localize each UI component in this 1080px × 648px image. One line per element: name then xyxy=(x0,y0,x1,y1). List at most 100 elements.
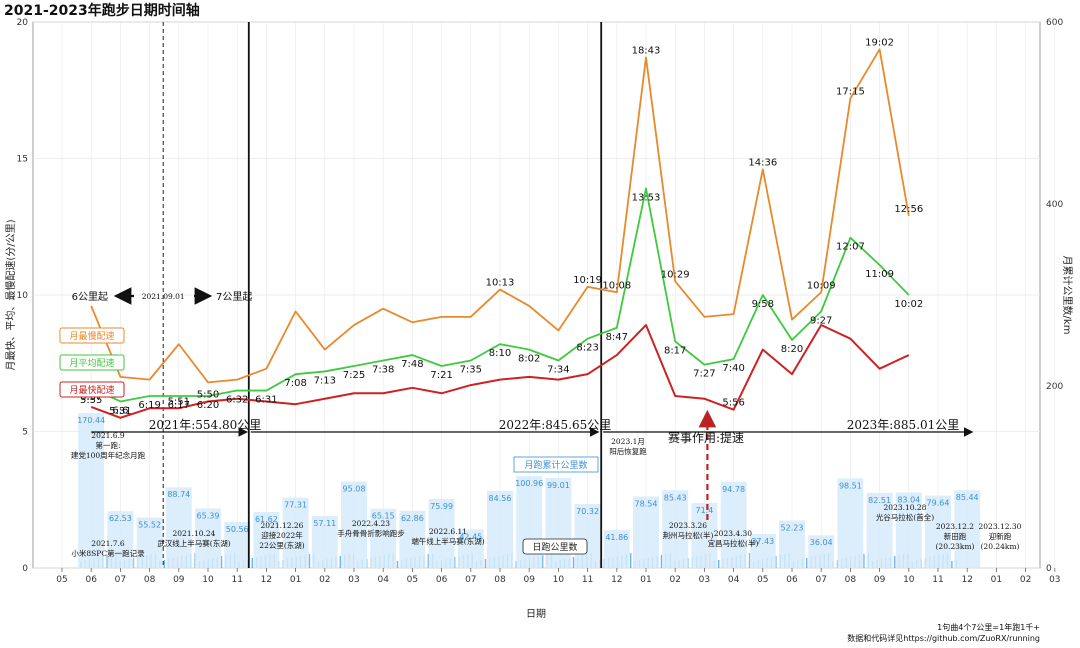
x-tick-label: 08 xyxy=(845,575,857,585)
pace-point-label: 10:09 xyxy=(807,280,836,291)
event-annotation: 2023.12.2 xyxy=(936,522,974,531)
event-annotation: 阳后恢复跑 xyxy=(609,446,647,456)
monthly-km-bar xyxy=(457,529,484,568)
daily-km-bar xyxy=(339,556,341,568)
monthly-km-label: 62.53 xyxy=(109,514,132,523)
daily-km-bar xyxy=(660,555,663,568)
pace-point-label: 6:20 xyxy=(197,400,219,411)
pace-point-label: 5:31 xyxy=(109,406,131,417)
x-tick-label: 08 xyxy=(494,575,506,585)
y-right-tick-label: 0 xyxy=(1046,564,1052,574)
monthly-km-bar xyxy=(428,498,455,568)
chart-title: 2021-2023年跑步日期时间轴 xyxy=(4,2,200,19)
monthly-km-label: 36.04 xyxy=(810,538,833,547)
pace-point-label: 7:08 xyxy=(284,378,306,389)
x-tick-label: 05 xyxy=(757,575,768,585)
monthly-km-bar xyxy=(895,492,922,568)
x-tick-label: 01 xyxy=(991,575,1002,585)
event-annotation: 2022.6.11 xyxy=(429,527,467,536)
legend-box-daily xyxy=(522,538,588,555)
daily-km-bar xyxy=(484,559,487,568)
pace-point-label: 6:6 xyxy=(112,405,128,416)
monthly-km-bar xyxy=(779,520,805,568)
event-annotation: 迎新跑 xyxy=(989,531,1012,541)
legend-box xyxy=(59,354,125,371)
x-tick-label: 10 xyxy=(553,575,565,585)
monthly-km-label: 62.86 xyxy=(401,514,424,523)
pace-point-label: 6:19 xyxy=(138,400,160,411)
event-annotation: 2023.3.26 xyxy=(669,521,707,530)
x-tick-label: 11 xyxy=(231,575,242,585)
event-annotation: 武汉线上半马赛(东湖) xyxy=(157,538,230,548)
pace-point-label: 13:53 xyxy=(632,193,661,204)
event-annotation: 新田跑 xyxy=(944,531,967,541)
daily-km-bar xyxy=(775,556,777,568)
event-annotation: 迎接2022年 xyxy=(261,530,303,540)
daily-km-bar xyxy=(572,557,575,568)
pace-point-label: 17:15 xyxy=(836,86,865,97)
monthly-km-bar xyxy=(662,490,689,568)
x-tick-label: 12 xyxy=(961,575,972,585)
pace-point-label: 11:09 xyxy=(865,269,894,280)
pace-point-label: 5:55 xyxy=(80,395,102,406)
monthly-km-label: 57.11 xyxy=(313,519,336,528)
x-tick-label: 05 xyxy=(407,575,418,585)
pace-point-label: 10:02 xyxy=(894,299,923,310)
event-annotation: 2023.4.30 xyxy=(714,529,752,538)
daily-km-bar xyxy=(132,558,135,568)
pace-point-label: 12:56 xyxy=(894,204,923,215)
y-left-tick-label: 0 xyxy=(22,564,28,574)
x-tick-label: 05 xyxy=(56,575,67,585)
series-line xyxy=(90,187,910,403)
pace-point-label: 7:21 xyxy=(430,370,452,381)
event-annotation: 第一跑: xyxy=(95,440,120,450)
event-annotation: 2021.10.24 xyxy=(173,529,216,538)
monthly-km-bar xyxy=(545,477,572,568)
monthly-km-bar xyxy=(603,529,630,568)
monthly-km-label: 100.96 xyxy=(515,479,543,488)
pace-point-label: 9:58 xyxy=(752,299,774,310)
x-tick-label: 11 xyxy=(932,575,943,585)
x-tick-label: 07 xyxy=(465,575,476,585)
pace-point-label: 18:43 xyxy=(632,45,661,56)
y-left-axis-title: 月最快、平均、最慢配速(分/公里) xyxy=(5,219,17,370)
y-left-tick-label: 10 xyxy=(17,291,29,301)
pace-point-label: 6:17 xyxy=(168,400,190,411)
left-distance-label: 6公里起 xyxy=(72,291,108,303)
event-annotation: 2021.6.9 xyxy=(91,431,125,440)
pace-point-label: 7:25 xyxy=(343,370,365,381)
x-tick-label: 12 xyxy=(261,575,272,585)
x-tick-label: 09 xyxy=(523,575,535,585)
event-annotation: 2023.10.28 xyxy=(884,503,927,512)
daily-km-bar xyxy=(163,560,165,568)
monthly-km-bar xyxy=(633,496,659,568)
pace-point-label: 5:51 xyxy=(168,396,190,407)
monthly-km-label: 61.62 xyxy=(255,515,278,524)
year-total-2021: 2021年:554.80公里 xyxy=(149,418,262,432)
pace-point-label: 7:27 xyxy=(693,369,715,380)
event-annotation: 2022.4.23 xyxy=(352,519,390,528)
series-line xyxy=(90,324,910,419)
x-tick-label: 04 xyxy=(377,575,389,585)
daily-km-bar xyxy=(748,553,751,568)
event-annotation: 2023.12.30 xyxy=(979,522,1022,531)
x-axis-title: 日期 xyxy=(526,608,546,620)
daily-km-bar xyxy=(630,553,632,568)
monthly-km-label: 79.64 xyxy=(927,499,950,508)
event-annotation: 建党100周年纪念月跑 xyxy=(71,450,146,460)
footer-line-1: 1句曲4个7公里=1年跑1千+ xyxy=(937,622,1040,632)
pace-point-label: 19:02 xyxy=(865,37,894,48)
event-annotation: 端午线上半马赛(东湖) xyxy=(411,536,484,546)
daily-km-bar xyxy=(396,561,399,568)
x-tick-label: 02 xyxy=(1020,575,1031,585)
x-tick-label: 02 xyxy=(319,575,330,585)
monthly-km-bar xyxy=(107,511,134,568)
pace-point-label: 10:13 xyxy=(486,278,515,289)
daily-km-bar xyxy=(806,558,808,568)
monthly-km-bar xyxy=(749,533,776,568)
monthly-km-label: 99.01 xyxy=(547,481,570,490)
monthly-km-bar xyxy=(487,491,513,568)
pace-point-label: 10:19 xyxy=(573,275,602,286)
